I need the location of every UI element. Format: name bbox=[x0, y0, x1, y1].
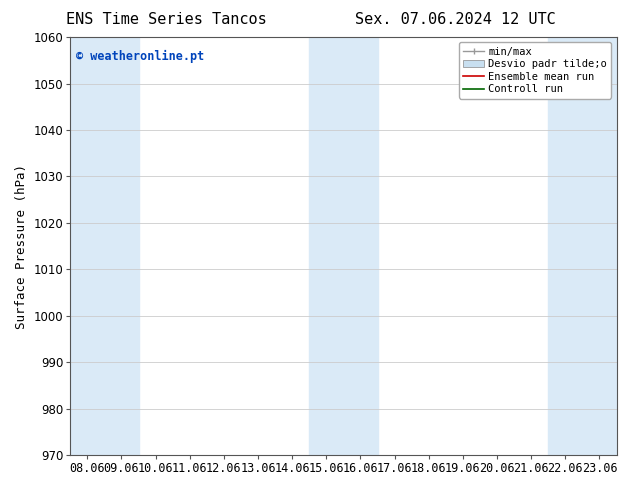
Text: ENS Time Series Tancos: ENS Time Series Tancos bbox=[65, 12, 266, 27]
Y-axis label: Surface Pressure (hPa): Surface Pressure (hPa) bbox=[15, 164, 28, 329]
Bar bbox=[548, 37, 616, 455]
Bar bbox=[309, 37, 377, 455]
Bar bbox=[70, 37, 139, 455]
Text: © weatheronline.pt: © weatheronline.pt bbox=[75, 49, 204, 63]
Text: Sex. 07.06.2024 12 UTC: Sex. 07.06.2024 12 UTC bbox=[355, 12, 556, 27]
Legend: min/max, Desvio padr tilde;o, Ensemble mean run, Controll run: min/max, Desvio padr tilde;o, Ensemble m… bbox=[459, 42, 611, 98]
